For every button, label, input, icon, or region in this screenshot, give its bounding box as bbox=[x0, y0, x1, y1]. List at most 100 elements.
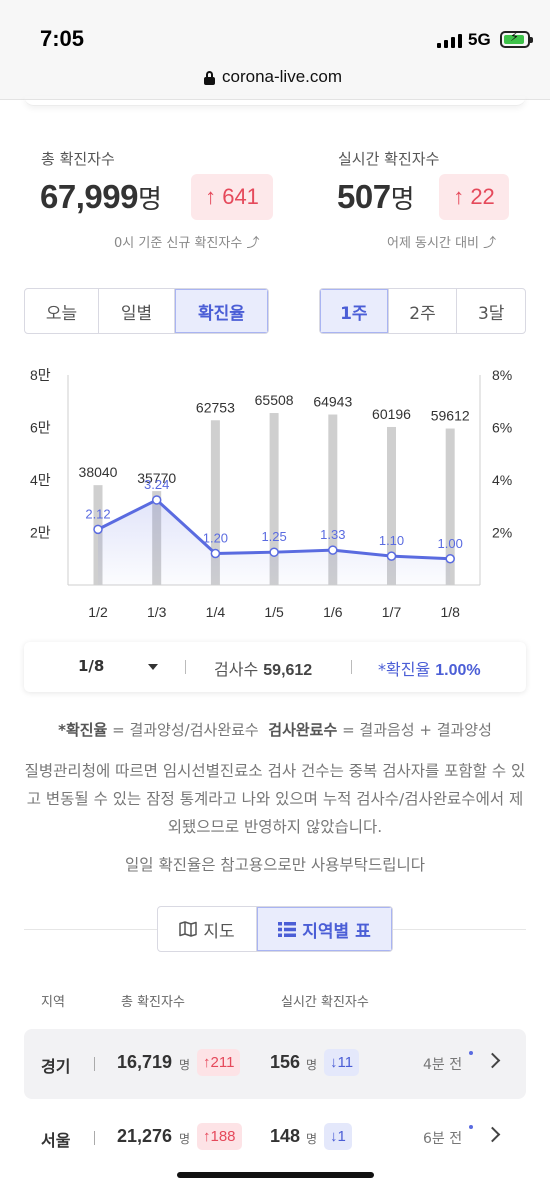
y-right-tick-label: 2% bbox=[492, 525, 512, 541]
x-tick-label: 1/8 bbox=[440, 604, 460, 620]
bar-value-label: 38040 bbox=[79, 464, 118, 480]
live-cases-note: 어제 동시간 대비 ⤴ bbox=[387, 236, 497, 251]
status-bar bbox=[0, 0, 550, 60]
divider bbox=[185, 660, 186, 674]
caret-down-icon[interactable] bbox=[148, 664, 158, 670]
tab-region-table[interactable]: 지역별 표 bbox=[257, 907, 392, 951]
x-tick-label: 1/2 bbox=[88, 604, 108, 620]
rate-point bbox=[328, 545, 338, 555]
bar bbox=[387, 426, 396, 585]
live-delta-badge: ↓ 1 bbox=[324, 1123, 352, 1150]
region-total: 21,276 bbox=[117, 1126, 173, 1146]
tab-map[interactable]: 지도 bbox=[158, 907, 257, 951]
total-delta-badge: ↑ 188 bbox=[197, 1123, 242, 1150]
live-delta-badge: ↓ 11 bbox=[324, 1049, 360, 1076]
rate-point bbox=[269, 547, 279, 557]
tab-daily[interactable]: 일별 bbox=[99, 289, 175, 333]
divider bbox=[351, 660, 352, 674]
notice-text: 질병관리청에 따르면 임시선별진료소 검사 건수는 중복 검사자를 포함할 수 … bbox=[24, 762, 526, 836]
bar-value-label: 59612 bbox=[431, 408, 470, 424]
rate-value-label: 1.33 bbox=[320, 527, 345, 542]
total-cases-delta-badge: ↑ 641 bbox=[191, 174, 273, 220]
bar bbox=[328, 414, 338, 585]
y-tick-label: 4만 bbox=[30, 472, 51, 488]
y-right-tick-label: 4% bbox=[492, 472, 512, 488]
col-total-header: 총 확진자수 bbox=[121, 995, 185, 1010]
bar-value-label: 65508 bbox=[255, 392, 294, 408]
rate-point bbox=[210, 548, 221, 559]
x-tick-label: 1/4 bbox=[206, 604, 226, 620]
rate-value-label: 1.20 bbox=[203, 531, 228, 546]
y-tick-label: 2만 bbox=[30, 525, 51, 541]
divider bbox=[94, 1057, 95, 1071]
region-total: 16,719 bbox=[117, 1052, 173, 1072]
curved-arrow-icon: ⤴ bbox=[246, 236, 260, 251]
positive-rate: *확진율 1.00% bbox=[378, 660, 481, 679]
date-select[interactable]: 1/8 bbox=[78, 657, 105, 675]
region-name: 경기 bbox=[41, 1057, 71, 1076]
y-right-tick-label: 6% bbox=[492, 420, 512, 436]
tab-2-weeks[interactable]: 2주 bbox=[389, 289, 458, 333]
x-tick-label: 1/6 bbox=[323, 604, 343, 620]
tab-1-week[interactable]: 1주 bbox=[320, 289, 389, 333]
signal-icon bbox=[437, 34, 462, 48]
arrow-up-icon: ↑ bbox=[203, 1128, 211, 1145]
rate-value-label: 1.10 bbox=[379, 533, 404, 548]
rate-point bbox=[151, 495, 162, 505]
x-tick-label: 1/5 bbox=[264, 604, 284, 620]
tests-count: 검사수 59,612 bbox=[214, 660, 313, 679]
address-bar[interactable] bbox=[0, 60, 550, 100]
positive-rate-chart: 8만 6만 4만 2만 8% 6% 4% 2% 1/2 1/3 1/4 1/5 1/6 1/7 1/8 38… bbox=[30, 367, 512, 620]
x-tick-label: 1/7 bbox=[382, 604, 402, 620]
chevron-right-icon[interactable] bbox=[484, 1126, 501, 1143]
live-cases-label: 실시간 확진자수 bbox=[338, 150, 440, 168]
region-row[interactable]: 서울 21,276 명 ↑ 188 148 명 ↓ 1 6분 전 bbox=[24, 1103, 526, 1173]
bar-value-label: 60196 bbox=[372, 406, 411, 422]
col-live-header: 실시간 확진자수 bbox=[281, 995, 369, 1010]
range-tabs: 1주 2주 3달 bbox=[319, 288, 526, 334]
rate-value-label: 1.00 bbox=[438, 536, 463, 551]
rate-value-label: 2.12 bbox=[85, 506, 110, 521]
bar bbox=[210, 420, 220, 585]
address-url[interactable]: corona-live.com bbox=[222, 67, 342, 86]
rate-point bbox=[445, 554, 455, 564]
disclaimer-text: 일일 확진율은 참고용으로만 사용부탁드립니다 bbox=[125, 856, 425, 874]
bar bbox=[269, 413, 279, 585]
region-live: 148 bbox=[270, 1126, 301, 1146]
tab-today[interactable]: 오늘 bbox=[25, 289, 99, 333]
curved-arrow-icon: ⤴ bbox=[483, 236, 497, 251]
updated-ago: 4분 전 bbox=[423, 1057, 463, 1073]
live-cases-value: 507명 bbox=[337, 178, 415, 215]
bar-value-label: 64943 bbox=[313, 394, 352, 410]
live-cases-delta-badge: ↑ 22 bbox=[439, 174, 509, 220]
y-right-tick-label: 8% bbox=[492, 367, 512, 383]
total-cases-value: 67,999명 bbox=[40, 178, 162, 215]
list-icon bbox=[278, 921, 297, 937]
map-icon bbox=[179, 921, 198, 937]
region-row[interactable]: 경기 16,719 명 ↑ 211 156 명 ↓ 11 4분 전 bbox=[24, 1029, 526, 1099]
rate-value-label: 1.25 bbox=[261, 529, 286, 544]
view-tabs: 오늘 일별 확진율 bbox=[24, 288, 269, 334]
status-time: 7:05 bbox=[40, 26, 85, 51]
rate-value-label: 3.24 bbox=[144, 477, 169, 492]
total-cases-label: 총 확진자수 bbox=[41, 150, 115, 168]
region-name: 서울 bbox=[41, 1131, 71, 1150]
tab-3-months[interactable]: 3달 bbox=[477, 303, 505, 324]
unit-label: 명 bbox=[306, 1132, 318, 1146]
arrow-up-icon: ↑ bbox=[203, 1054, 211, 1071]
total-cases-note: 0시 기준 신규 확진자수 ⤴ bbox=[114, 236, 260, 251]
date-selector-row: 1/8 검사수 59,612 *확진율 1.00% bbox=[24, 642, 526, 692]
divider bbox=[94, 1131, 95, 1145]
y-tick-label: 8만 bbox=[30, 367, 51, 383]
new-dot-icon bbox=[469, 1125, 473, 1129]
arrow-up-icon: ↑ bbox=[205, 184, 217, 209]
chevron-right-icon[interactable] bbox=[484, 1052, 501, 1069]
unit-label: 명 bbox=[179, 1132, 191, 1146]
rate-point bbox=[386, 551, 397, 561]
tab-positive-rate[interactable]: 확진율 bbox=[175, 289, 268, 333]
new-dot-icon bbox=[469, 1051, 473, 1055]
rate-area bbox=[98, 499, 451, 585]
bar-value-label: 62753 bbox=[196, 399, 235, 415]
card-bottom-edge bbox=[24, 96, 526, 106]
arrow-up-icon: ↑ bbox=[453, 184, 465, 209]
